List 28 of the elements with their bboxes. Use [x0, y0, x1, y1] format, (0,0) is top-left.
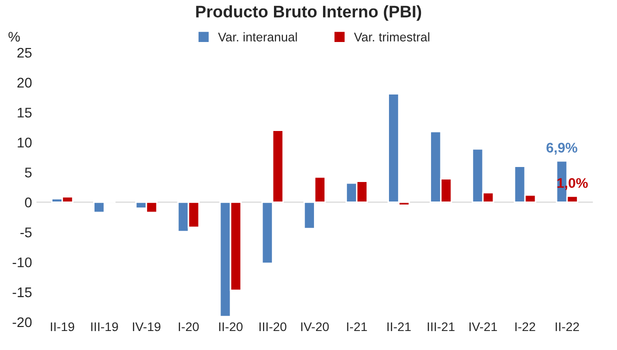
y-tick-label: 5	[24, 168, 32, 178]
x-tick-label: IV-19	[132, 322, 160, 332]
x-tick-label: IV-20	[301, 322, 329, 332]
x-tick-label: IV-21	[470, 322, 497, 332]
y-tick-label: -20	[12, 317, 32, 328]
y-tick-label: 20	[17, 78, 32, 88]
legend-label: Var. trimestral	[354, 32, 430, 42]
y-tick-label: -15	[12, 288, 32, 298]
x-tick-label: III-20	[260, 322, 286, 332]
x-tick-label: I-22	[515, 322, 536, 332]
y-tick-label: 10	[18, 138, 32, 148]
x-tick-label: II-19	[50, 322, 74, 332]
x-tick-label: II-22	[556, 322, 579, 332]
data-label: 6,9%	[546, 142, 578, 155]
y-tick-label: 15	[18, 108, 32, 118]
y-tick-label: -10	[12, 257, 32, 268]
x-tick-label: I-21	[347, 322, 367, 332]
y-axis-title: %	[8, 32, 20, 42]
chart-title: Producto Bruto Interno (PBI)	[196, 5, 422, 21]
y-tick-label: 0	[24, 198, 32, 208]
y-tick-label: -5	[20, 228, 32, 238]
x-tick-label: II-21	[387, 322, 411, 332]
y-tick-label: 25	[17, 48, 32, 58]
x-tick-label: II-20	[219, 322, 243, 332]
legend-label: Var. interanual	[218, 32, 297, 42]
x-tick-label: III-19	[91, 322, 118, 332]
x-tick-label: I-20	[178, 322, 199, 332]
x-tick-label: III-21	[428, 322, 455, 332]
